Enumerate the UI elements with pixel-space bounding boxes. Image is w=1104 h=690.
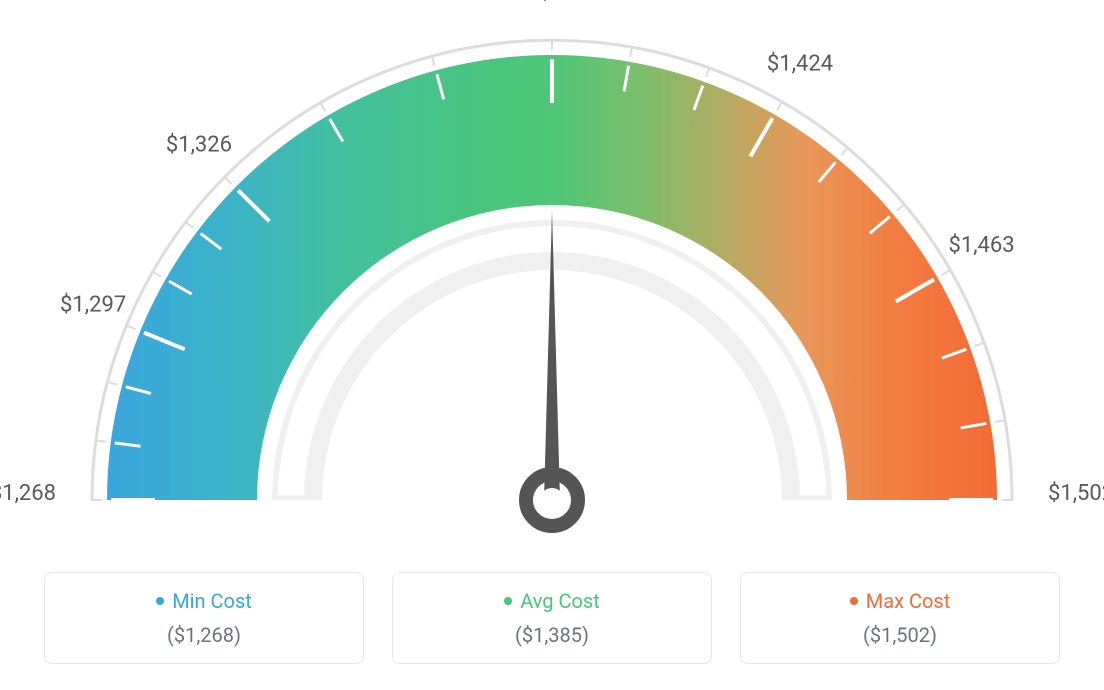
legend-label-text-max: Max Cost [866, 589, 951, 613]
legend-card-min: Min Cost ($1,268) [44, 572, 364, 664]
legend-value-max: ($1,502) [761, 623, 1039, 647]
outer-tick [841, 147, 848, 155]
dot-max-icon [850, 597, 858, 605]
legend-label-text-avg: Avg Cost [520, 589, 600, 613]
gauge-chart: $1,268 $1,297 $1,326 $1,385 $1,424 $1,463 $1,5… [0, 0, 1104, 560]
legend-value-min: ($1,268) [65, 623, 343, 647]
legend-label-min: Min Cost [65, 589, 343, 613]
legend-row: Min Cost ($1,268) Avg Cost ($1,385) Max … [0, 572, 1104, 664]
outer-tick [942, 270, 952, 276]
dot-min-icon [156, 597, 164, 605]
outer-tick [224, 176, 232, 184]
outer-tick [152, 271, 162, 276]
tick-label: $1,326 [166, 133, 232, 158]
tick-label: $1,385 [519, 0, 585, 4]
legend-label-avg: Avg Cost [413, 589, 691, 613]
outer-tick [185, 221, 194, 228]
tick-label: $1,463 [948, 233, 1014, 258]
tick-label: $1,268 [0, 481, 56, 506]
needle-hub-inner [540, 488, 564, 512]
tick-label: $1,297 [60, 293, 126, 318]
gauge-svg: $1,268 $1,297 $1,326 $1,385 $1,424 $1,463 $1,5… [0, 0, 1104, 560]
legend-label-max: Max Cost [761, 589, 1039, 613]
outer-tick [320, 102, 326, 112]
legend-value-avg: ($1,385) [413, 623, 691, 647]
outer-tick [897, 204, 905, 211]
tick-label: $1,502 [1048, 481, 1104, 506]
outer-tick [95, 440, 106, 441]
legend-card-avg: Avg Cost ($1,385) [392, 572, 712, 664]
legend-card-max: Max Cost ($1,502) [740, 572, 1060, 664]
tick-label: $1,424 [767, 51, 833, 76]
legend-label-text-min: Min Cost [172, 589, 252, 613]
dot-avg-icon [504, 597, 512, 605]
